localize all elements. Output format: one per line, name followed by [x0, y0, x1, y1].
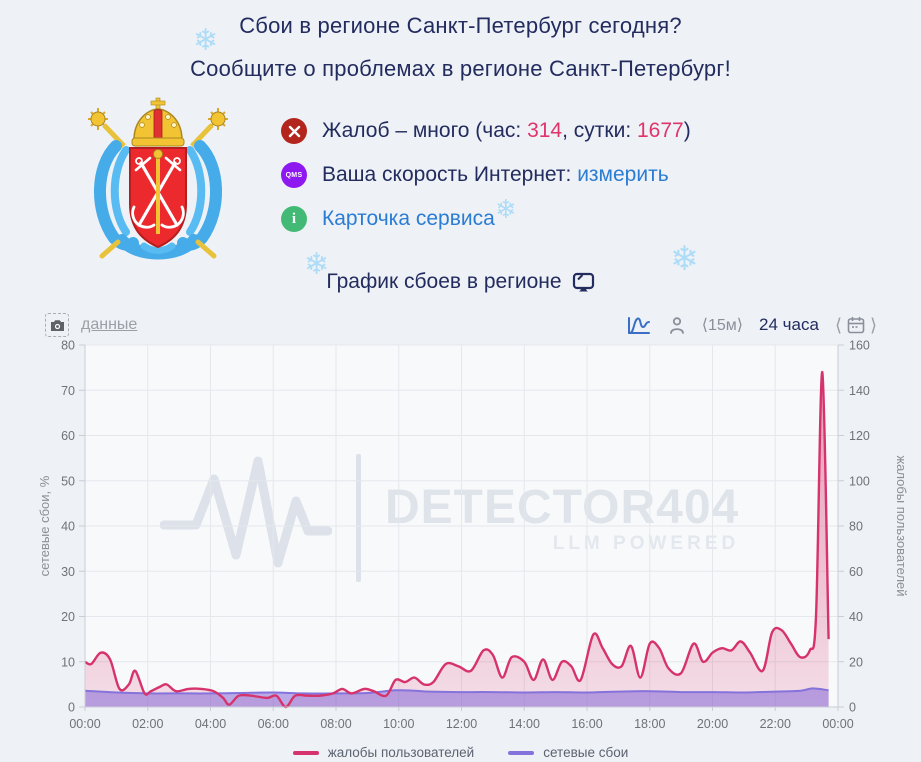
chart-plot-area: DETECTOR404 LLM POWERED 0 10 20 30 40 50 60 70 8…: [0, 305, 921, 735]
svg-text:00:00: 00:00: [69, 717, 100, 731]
svg-text:20:00: 20:00: [697, 717, 728, 731]
svg-text:30: 30: [61, 565, 75, 579]
svg-text:40: 40: [61, 520, 75, 534]
screenshot-camera-icon[interactable]: [45, 313, 69, 337]
svg-text:60: 60: [61, 429, 75, 443]
speed-test-link[interactable]: измерить: [577, 163, 669, 186]
svg-text:50: 50: [61, 474, 75, 488]
speed-test-row: QMS Ваша скорость Интернет: измерить: [281, 162, 691, 188]
calendar-icon[interactable]: [846, 315, 866, 335]
svg-text:14:00: 14:00: [509, 717, 540, 731]
legend-complaints[interactable]: жалобы пользователей: [292, 745, 475, 760]
complaints-label-suffix: ): [683, 119, 691, 142]
legend-network[interactable]: сетевые сбои: [508, 745, 628, 760]
range-label[interactable]: 24 часа: [759, 315, 819, 334]
complaints-status-row: Жалоб – много (час: 314, сутки: 1677): [281, 118, 691, 144]
chart-heading: График сбоев в регионе: [0, 270, 921, 294]
toolbar-right: ⟨15м⟩ 24 часа ⟨ ⟩: [626, 314, 877, 336]
error-circle-icon: [281, 118, 307, 144]
svg-text:140: 140: [849, 384, 870, 398]
info-icon: i: [281, 206, 307, 232]
svg-text:0: 0: [849, 701, 856, 715]
page-title: Сбои в регионе Санкт-Петербург сегодня?: [239, 13, 682, 38]
date-navigation: ⟨ ⟩: [835, 315, 877, 335]
svg-text:10: 10: [61, 655, 75, 669]
qms-speed-icon: QMS: [281, 162, 307, 188]
svg-text:сетевые сбои, %: сетевые сбои, %: [37, 475, 52, 576]
complaints-label-prefix: Жалоб – много (час:: [322, 119, 528, 142]
legend-network-swatch: [508, 750, 535, 755]
service-card-text: Карточка сервиса: [322, 207, 495, 231]
svg-text:08:00: 08:00: [320, 717, 351, 731]
svg-text:40: 40: [849, 610, 863, 624]
watermark-divider: [356, 454, 361, 582]
chart-legend: жалобы пользователей сетевые сбои: [0, 745, 921, 760]
svg-text:0: 0: [68, 701, 75, 715]
svg-text:100: 100: [849, 474, 870, 488]
svg-text:80: 80: [849, 520, 863, 534]
svg-text:12:00: 12:00: [446, 717, 477, 731]
status-list: Жалоб – много (час: 314, сутки: 1677) QM…: [281, 118, 691, 232]
watermark-brand: DETECTOR404: [385, 480, 740, 534]
outage-chart: 0 10 20 30 40 50 60 70 80 0 20 40 60 80 100 120 140 160 00…: [37, 339, 909, 732]
complaints-hour-count: 314: [527, 119, 563, 142]
svg-text:60: 60: [849, 565, 863, 579]
svg-text:22:00: 22:00: [760, 717, 791, 731]
interval-selector[interactable]: ⟨15м⟩: [701, 317, 744, 334]
legend-complaints-swatch: [292, 750, 319, 755]
svg-text:20: 20: [849, 655, 863, 669]
speed-test-label: Ваша скорость Интернет:: [322, 163, 578, 186]
svg-text:00:00: 00:00: [822, 717, 853, 731]
complaints-status-text: Жалоб – много (час: 314, сутки: 1677): [322, 119, 691, 143]
data-link[interactable]: данные: [81, 316, 138, 333]
speed-test-text: Ваша скорость Интернет: измерить: [322, 163, 669, 187]
pulse-logo-icon: [160, 456, 332, 568]
svg-text:02:00: 02:00: [132, 717, 163, 731]
toolbar-left: данные: [45, 313, 137, 337]
legend-complaints-label: жалобы пользователей: [327, 745, 475, 760]
chart-heading-label: График сбоев в регионе: [326, 270, 562, 293]
svg-text:10:00: 10:00: [383, 717, 414, 731]
service-card-link[interactable]: Карточка сервиса: [322, 207, 495, 230]
svg-text:жалобы пользователей: жалобы пользователей: [894, 455, 909, 596]
svg-text:160: 160: [849, 339, 870, 353]
chart-type-icon[interactable]: [626, 314, 652, 336]
svg-text:120: 120: [849, 429, 870, 443]
chart-toolbar: данные ⟨15м⟩ 24 часа ⟨: [45, 311, 877, 339]
complaints-day-count: 1677: [636, 119, 684, 142]
next-date-arrow[interactable]: ⟩: [869, 315, 877, 335]
complaints-label-mid: , сутки:: [562, 119, 637, 142]
monitor-icon[interactable]: [572, 272, 595, 293]
page-subtitle: Сообщите о проблемах в регионе Санкт-Пет…: [190, 56, 731, 81]
svg-text:04:00: 04:00: [195, 717, 226, 731]
legend-network-label: сетевые сбои: [543, 745, 629, 760]
svg-text:06:00: 06:00: [258, 717, 289, 731]
svg-text:80: 80: [61, 339, 75, 353]
svg-text:18:00: 18:00: [634, 717, 665, 731]
outage-chart-card: данные ⟨15м⟩ 24 часа ⟨: [0, 305, 921, 762]
prev-date-arrow[interactable]: ⟨: [834, 315, 842, 335]
svg-text:16:00: 16:00: [571, 717, 602, 731]
svg-text:20: 20: [61, 610, 75, 624]
watermark-tagline: LLM POWERED: [552, 532, 740, 554]
watermark: DETECTOR404 LLM POWERED: [160, 453, 739, 583]
spb-coat-of-arms-image: [88, 97, 228, 260]
svg-text:70: 70: [61, 384, 75, 398]
service-card-row: i Карточка сервиса: [281, 206, 691, 232]
user-icon[interactable]: [668, 316, 686, 335]
